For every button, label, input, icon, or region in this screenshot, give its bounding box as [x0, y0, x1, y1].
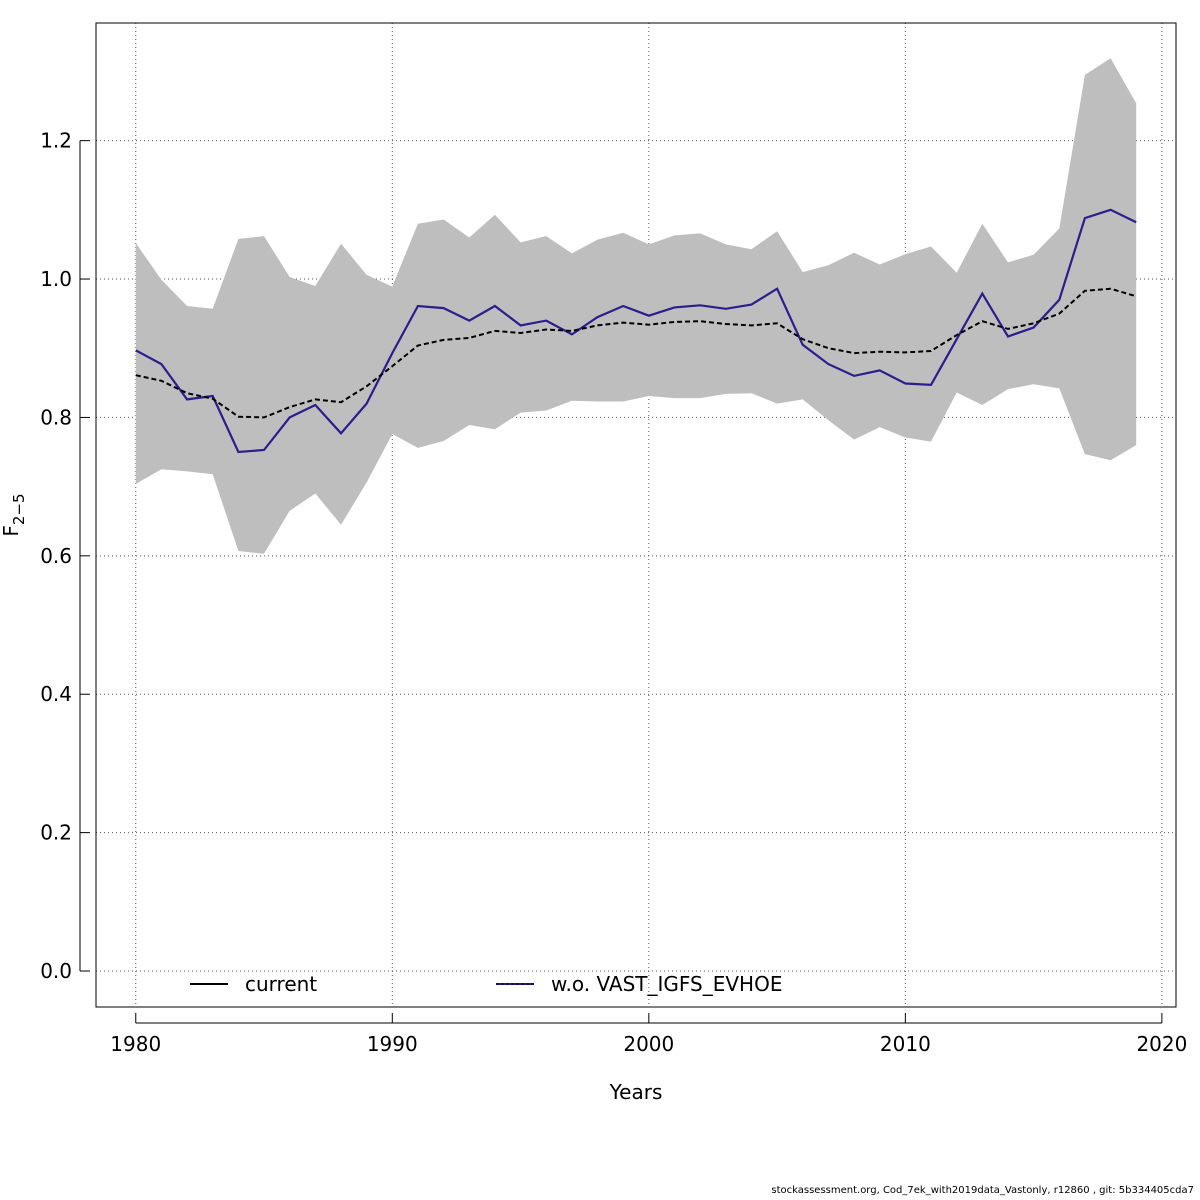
y-tick-label: 0.8	[40, 405, 72, 429]
y-tick-label: 1.2	[40, 129, 72, 153]
series-line-current	[135, 287, 1137, 419]
series-line-wo-vast-igfs-evhoe	[135, 208, 1137, 454]
footer-note: stockassessment.org, Cod_7ek_with2019dat…	[771, 1185, 1194, 1196]
x-axis: 1980 1990 2000 2010 2020	[110, 1013, 1187, 1056]
x-axis-label: Years	[609, 1080, 663, 1104]
legend-label-wo: w.o. VAST_IGFS_EVHOE	[551, 972, 782, 996]
x-tick-label: 2020	[1136, 1032, 1187, 1056]
y-axis-label-subscript: 2−5	[10, 493, 28, 525]
y-tick-label: 0.2	[40, 821, 72, 845]
legend: current w.o. VAST_IGFS_EVHOE	[190, 972, 782, 996]
confidence-band	[135, 58, 1137, 554]
y-tick-label: 0.0	[40, 959, 72, 983]
x-tick-label: 1980	[110, 1032, 161, 1056]
y-tick-label: 0.6	[40, 544, 72, 568]
y-tick-label: 0.4	[40, 682, 72, 706]
plot-frame	[95, 22, 1177, 1008]
y-axis: 0.0 0.2 0.4 0.6 0.8 1.0 1.2	[40, 129, 90, 983]
x-tick-label: 1990	[367, 1032, 418, 1056]
series-group	[135, 208, 1137, 454]
y-axis-label-main: F	[0, 525, 23, 537]
legend-label-current: current	[245, 972, 317, 996]
x-tick-label: 2010	[880, 1032, 931, 1056]
y-axis-label: F2−5	[0, 493, 28, 536]
x-tick-label: 2000	[623, 1032, 674, 1056]
y-tick-label: 1.0	[40, 267, 72, 291]
